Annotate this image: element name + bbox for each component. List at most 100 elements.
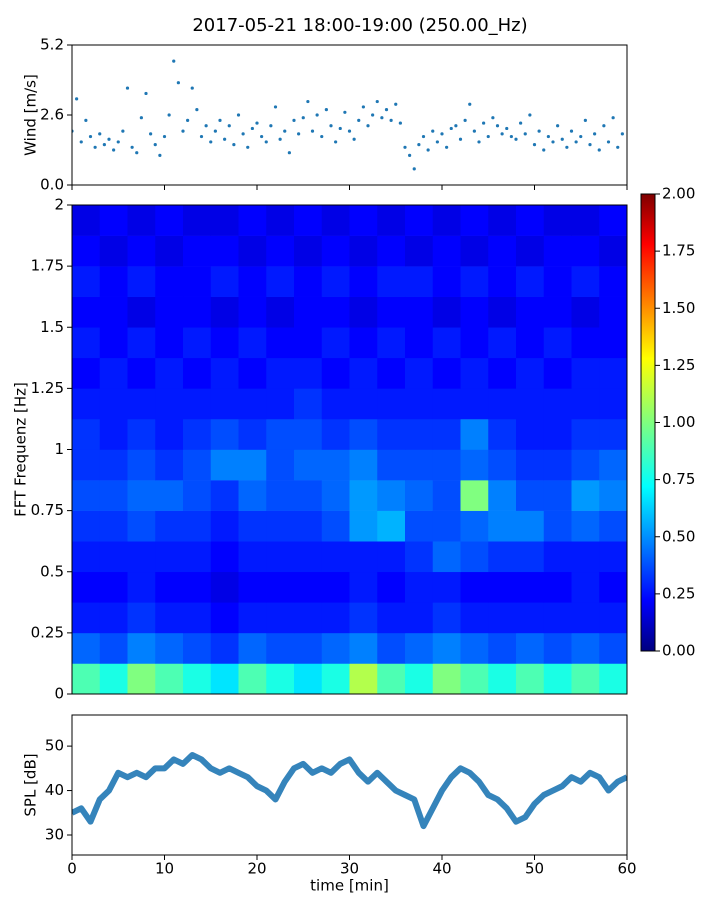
wind-point bbox=[361, 105, 365, 109]
heat-cell bbox=[238, 449, 267, 481]
heat-cell bbox=[571, 663, 600, 694]
heat-cell bbox=[266, 449, 295, 481]
colorbar bbox=[641, 194, 655, 651]
heat-cell bbox=[294, 418, 323, 450]
heat-cell bbox=[266, 541, 295, 573]
heat-cell bbox=[266, 571, 295, 603]
wind-point bbox=[149, 132, 153, 136]
heat-cell bbox=[377, 327, 406, 359]
heat-cell bbox=[266, 663, 295, 694]
heat-cell bbox=[238, 480, 267, 511]
heat-cell bbox=[155, 541, 184, 573]
heat-cell bbox=[349, 510, 378, 542]
heat-cell bbox=[460, 663, 489, 694]
wind-point bbox=[486, 134, 490, 139]
heat-cell bbox=[377, 388, 406, 420]
heat-cell bbox=[432, 663, 461, 694]
heat-cell bbox=[432, 235, 461, 267]
heat-cell bbox=[460, 541, 489, 573]
colorbar-tick-label: 0.00 bbox=[662, 642, 695, 660]
heat-cell bbox=[349, 418, 378, 450]
heat-cell bbox=[294, 235, 323, 267]
wind-point bbox=[602, 124, 606, 128]
heat-cell bbox=[127, 571, 156, 603]
heat-cell bbox=[183, 632, 212, 664]
heat-cell bbox=[571, 327, 600, 359]
heat-cell bbox=[432, 510, 461, 542]
heat-cell bbox=[377, 357, 406, 389]
wind-point bbox=[398, 121, 402, 125]
wind-point bbox=[255, 121, 259, 125]
heat-cell bbox=[571, 632, 600, 664]
heat-cell bbox=[99, 235, 128, 267]
heat-cell bbox=[599, 235, 627, 267]
heat-cell bbox=[571, 449, 600, 481]
heat-cell bbox=[183, 449, 212, 481]
heat-cell bbox=[377, 235, 406, 267]
heat-cell bbox=[210, 602, 239, 634]
wind-point bbox=[144, 91, 148, 96]
heat-cell bbox=[516, 418, 545, 450]
heat-cell bbox=[99, 388, 128, 420]
heat-cell bbox=[543, 235, 572, 267]
heat-cell bbox=[516, 602, 545, 634]
wind-point bbox=[287, 151, 291, 155]
figure-title: 2017-05-21 18:00-19:00 (250.00_Hz) bbox=[192, 15, 527, 36]
heat-cell bbox=[377, 632, 406, 664]
y-tick-label: 1.5 bbox=[40, 318, 64, 336]
colorbar-tick-label: 0.75 bbox=[662, 470, 695, 488]
wind-point bbox=[301, 116, 305, 120]
wind-point bbox=[186, 118, 190, 122]
wind-point bbox=[523, 132, 527, 136]
wind-point bbox=[98, 132, 102, 136]
wind-point bbox=[153, 143, 157, 147]
heat-cell bbox=[599, 418, 627, 450]
wind-point bbox=[199, 134, 204, 139]
wind-point bbox=[546, 134, 550, 139]
wind-point bbox=[588, 143, 592, 147]
y-tick-label: 2 bbox=[54, 196, 64, 214]
heat-cell bbox=[127, 541, 156, 573]
heat-cell bbox=[321, 510, 350, 542]
wind-point bbox=[366, 124, 370, 128]
heat-cell bbox=[99, 602, 128, 634]
wind-point bbox=[278, 137, 282, 141]
heat-cell bbox=[99, 480, 128, 511]
heat-cell bbox=[127, 663, 156, 694]
wind-point bbox=[574, 140, 578, 144]
heat-cell bbox=[72, 449, 101, 481]
wind-point bbox=[509, 134, 513, 139]
wind-point bbox=[357, 118, 361, 122]
heat-cell bbox=[72, 357, 101, 389]
heat-cell bbox=[460, 357, 489, 389]
heat-cell bbox=[210, 449, 239, 481]
heat-cell bbox=[127, 205, 156, 236]
heat-cell bbox=[266, 388, 295, 420]
wind-point bbox=[468, 102, 472, 106]
wind-point bbox=[403, 145, 407, 149]
heat-cell bbox=[294, 388, 323, 420]
y-tick-label: 0.0 bbox=[40, 176, 64, 194]
heat-cell bbox=[210, 296, 239, 328]
heat-cell bbox=[127, 266, 156, 297]
heat-cell bbox=[238, 205, 267, 236]
heat-cell bbox=[183, 571, 212, 603]
heat-cell bbox=[183, 205, 212, 236]
x-tick-label: 20 bbox=[247, 860, 266, 878]
heat-cell bbox=[432, 632, 461, 664]
heat-cell bbox=[127, 480, 156, 511]
heat-cell bbox=[155, 480, 184, 511]
y-axis-label: FFT Frequenz [Hz] bbox=[12, 382, 30, 517]
x-axis-label: time [min] bbox=[310, 877, 389, 895]
wind-point bbox=[343, 110, 347, 114]
heat-cell bbox=[238, 571, 267, 603]
wind-point bbox=[491, 116, 495, 120]
heat-cell bbox=[432, 480, 461, 511]
heat-cell bbox=[405, 388, 434, 420]
heat-cell bbox=[321, 296, 350, 328]
heat-cell bbox=[294, 266, 323, 297]
wind-point bbox=[449, 126, 453, 131]
wind-point bbox=[454, 124, 458, 128]
wind-point bbox=[565, 145, 569, 149]
heat-cell bbox=[488, 388, 517, 420]
